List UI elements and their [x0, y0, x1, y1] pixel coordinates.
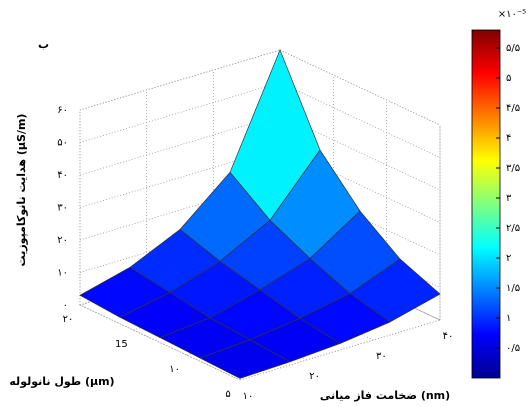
grid-line	[279, 82, 441, 158]
x-tick-label: ۱۰	[243, 391, 254, 402]
grid-line	[79, 49, 281, 111]
colorbar-tick-label: ۴/۵	[506, 103, 520, 114]
surface	[79, 49, 441, 379]
z-tick-label: ۱۰	[57, 268, 68, 279]
colorbar-tick-label: ۲/۵	[506, 223, 520, 234]
colorbar-tick-label: ۵	[506, 73, 511, 84]
y-tick-label: ۱۰	[169, 364, 180, 375]
grid-line	[279, 179, 441, 256]
x-tick-label: ۲۰	[309, 371, 320, 382]
y-tick-label: 15	[115, 339, 128, 350]
grid-line	[79, 304, 241, 381]
grid-line	[239, 319, 441, 381]
colorbar-tick-label: ۱/۵	[506, 283, 520, 294]
x-axis-label: ضخامت فاز میانی (nm)	[320, 389, 450, 402]
colorbar-tick-label: ۲	[506, 253, 511, 264]
colorbar	[471, 29, 501, 379]
grid-line	[79, 114, 281, 176]
y-tick-label: ۲۰	[63, 314, 74, 325]
z-tick-label: ۴۰	[57, 170, 68, 181]
panel-label: ب	[38, 38, 49, 51]
colorbar-tick-label: ۱	[506, 313, 511, 324]
surface-patch	[199, 339, 291, 379]
colorbar-tick-label: ۳/۵	[506, 163, 520, 174]
colorbar-tick-label: ۳	[506, 193, 512, 204]
y-tick-label: ۵	[225, 389, 230, 400]
z-tick-label: ۲۰	[57, 235, 68, 246]
colorbar-tick-label: ۴	[506, 133, 511, 144]
z-axis-label: هدایت نانوکامپوزیت (μS/m)	[15, 114, 28, 267]
z-tick-label: ۰	[63, 300, 68, 311]
x-tick-label: ۳۰	[376, 351, 387, 362]
grid-line	[279, 147, 441, 223]
x-tick-label: ۴۰	[443, 331, 454, 342]
y-axis-label: طول نانولوله (μm)	[9, 375, 114, 388]
grid-line	[279, 114, 441, 191]
z-tick-label: ۳۰	[57, 203, 68, 214]
grid-line	[279, 49, 441, 126]
colorbar-tick-label: ۵/۵	[506, 43, 520, 54]
colorbar-exponent: ×۱۰⁻⁵	[498, 9, 526, 20]
z-tick-label: ۵۰	[57, 138, 68, 149]
grid-line	[79, 82, 281, 143]
z-tick-label: ۶۰	[57, 105, 68, 116]
colorbar-tick-label: ۰/۵	[506, 343, 520, 354]
